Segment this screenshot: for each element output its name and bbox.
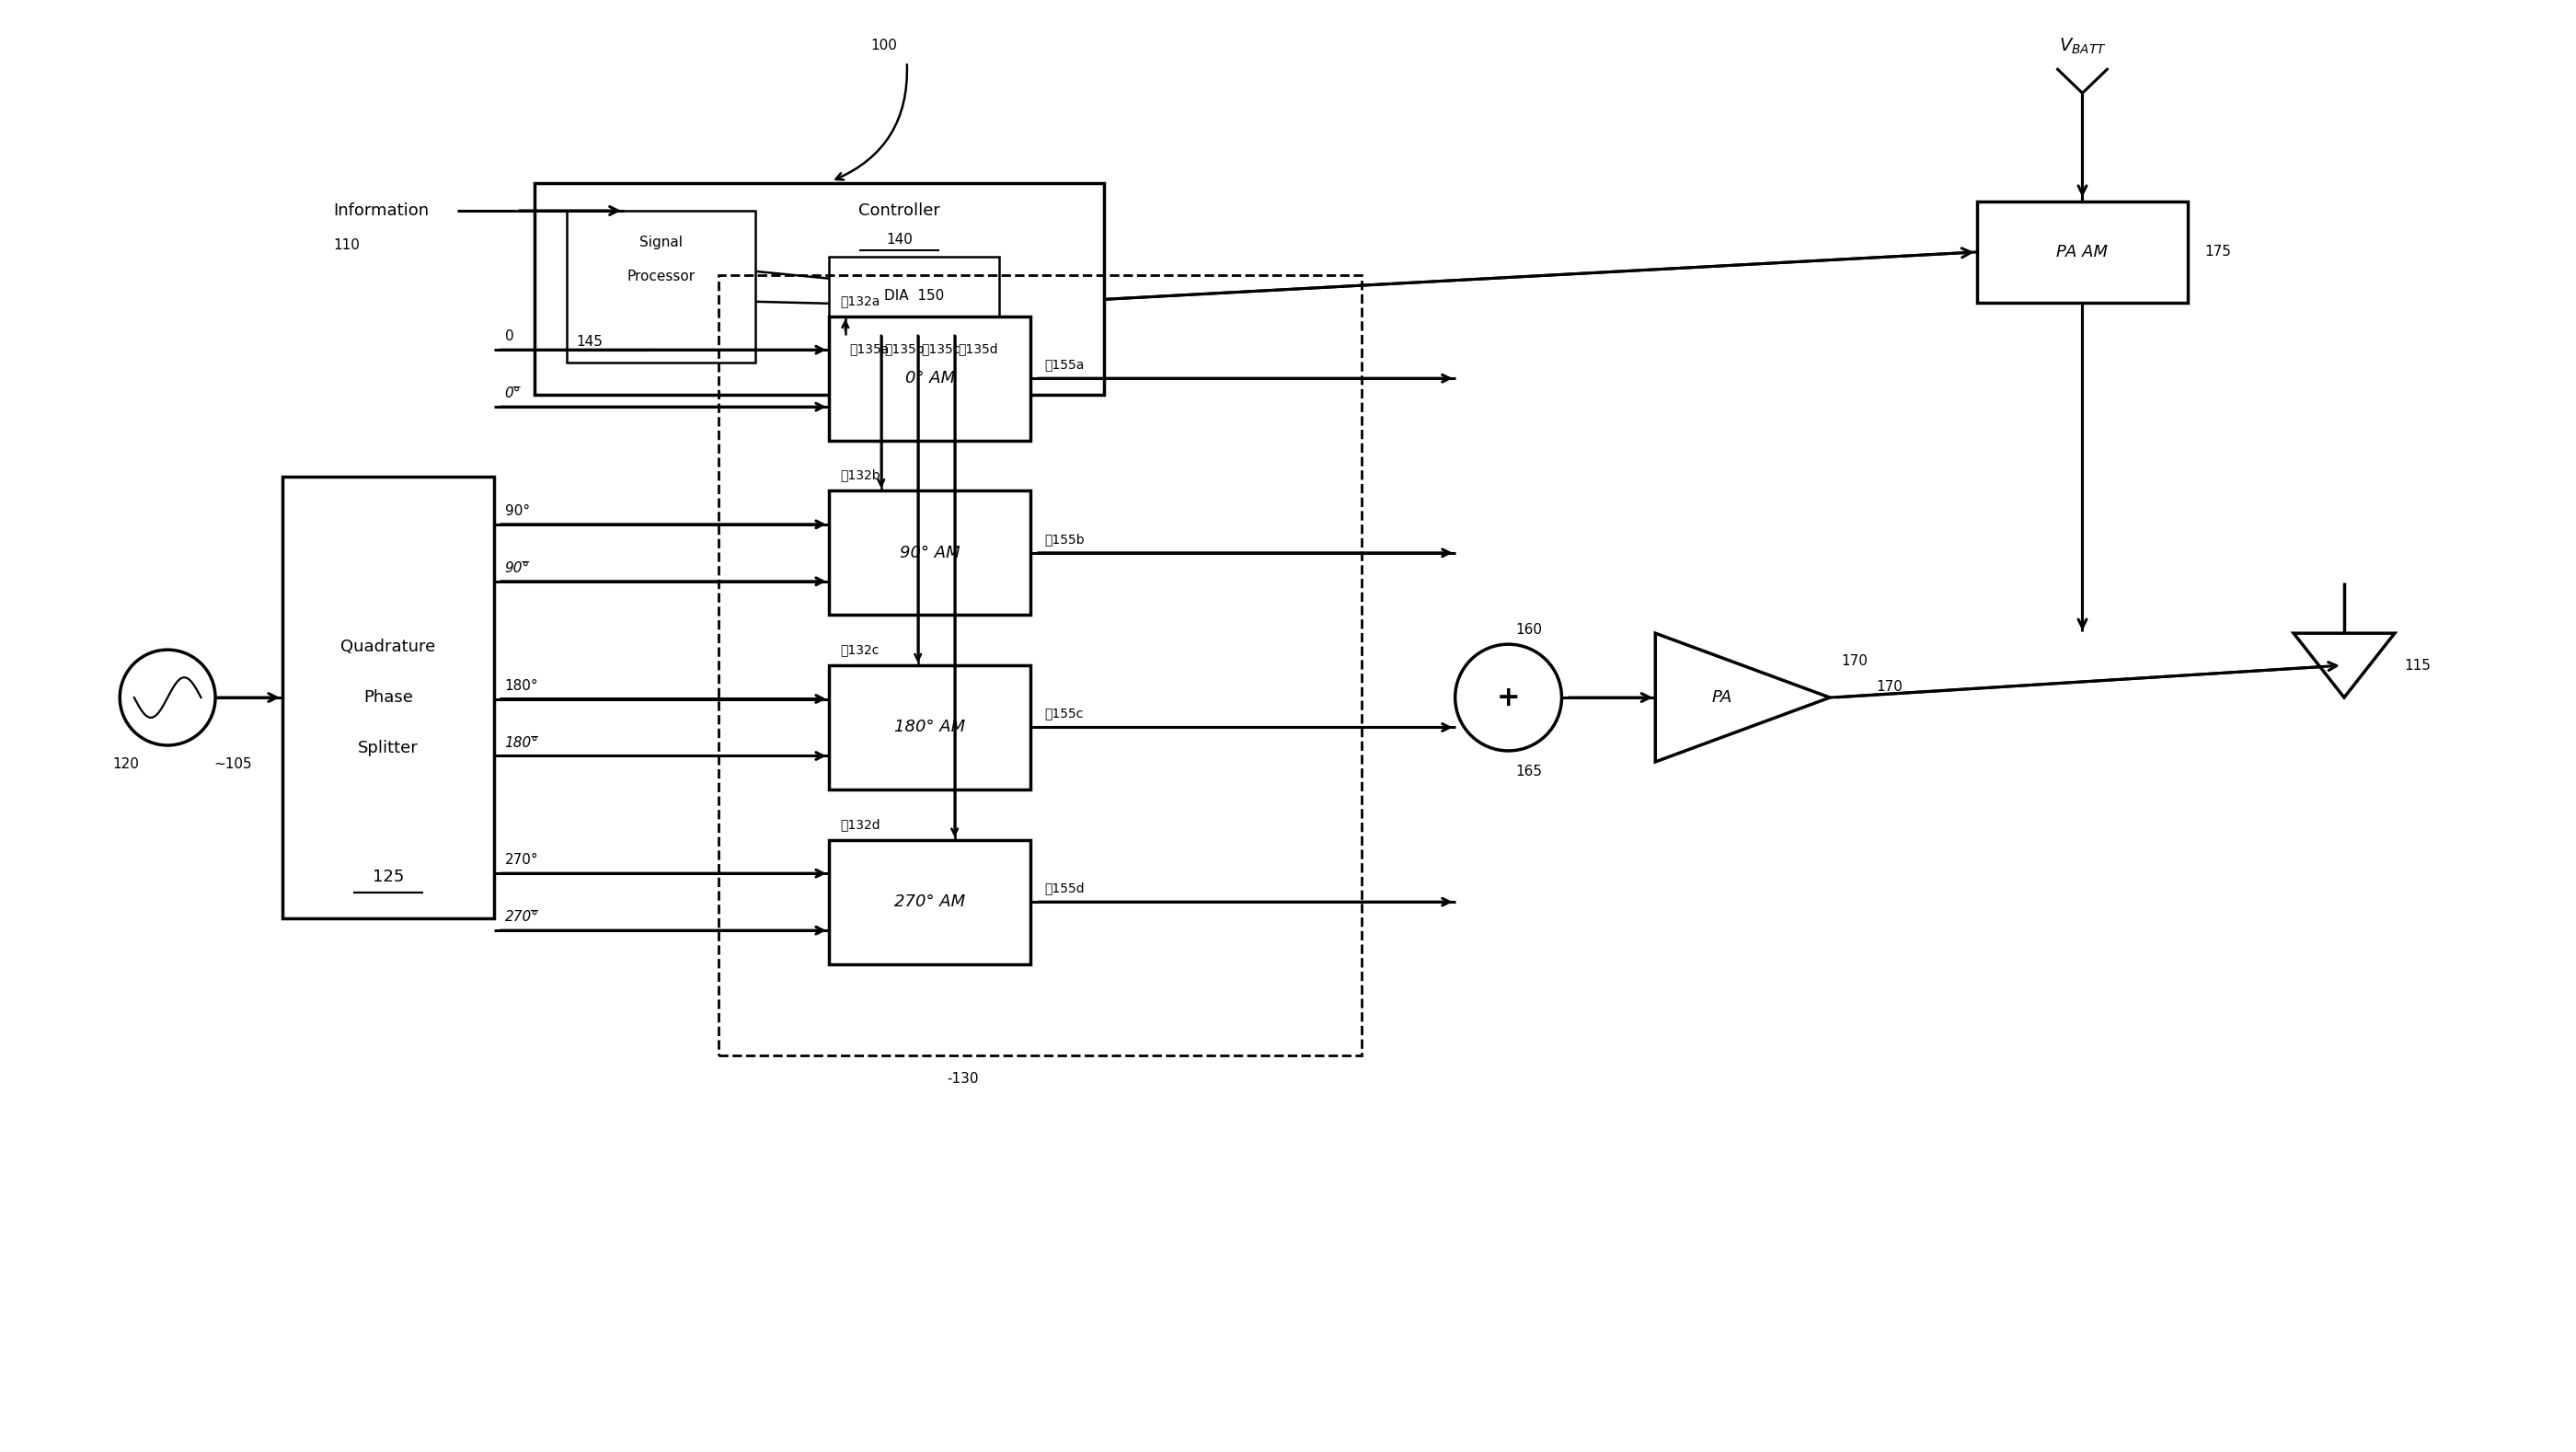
Text: Quadrature: Quadrature <box>340 639 435 655</box>
Text: Signal: Signal <box>639 237 683 250</box>
Text: 170: 170 <box>1875 680 1901 694</box>
Bar <box>283 478 495 918</box>
Text: Controller: Controller <box>858 202 940 219</box>
Bar <box>1976 202 2187 302</box>
Text: 100: 100 <box>871 38 896 52</box>
Text: 180°̅: 180°̅ <box>505 736 538 749</box>
Text: Splitter: Splitter <box>358 739 417 756</box>
Text: 0: 0 <box>505 330 513 343</box>
Text: 160: 160 <box>1515 623 1543 637</box>
Bar <box>829 491 1030 614</box>
Text: 120: 120 <box>113 758 139 771</box>
Polygon shape <box>2293 633 2396 697</box>
Text: 0°̅: 0°̅ <box>505 386 520 401</box>
Bar <box>829 665 1030 790</box>
Text: $V_{BATT}$: $V_{BATT}$ <box>2058 36 2107 57</box>
Text: PA: PA <box>1710 690 1731 706</box>
Text: 125: 125 <box>371 868 404 884</box>
Text: 90°̅: 90°̅ <box>505 560 531 575</box>
Text: ⮩135b: ⮩135b <box>884 343 925 354</box>
Text: 175: 175 <box>2205 245 2231 258</box>
Bar <box>719 274 1363 1056</box>
Text: ⮩132a: ⮩132a <box>840 295 881 308</box>
Text: ⮩132d: ⮩132d <box>840 817 881 831</box>
Bar <box>829 257 999 335</box>
Bar <box>829 839 1030 964</box>
Text: 0° AM: 0° AM <box>904 370 956 386</box>
Text: 165: 165 <box>1515 765 1543 778</box>
Text: DIA  150: DIA 150 <box>884 289 943 302</box>
Text: 270°̅: 270°̅ <box>505 910 538 923</box>
Text: Processor: Processor <box>626 270 696 283</box>
Text: +: + <box>1497 684 1520 711</box>
Text: ⮩155a: ⮩155a <box>1046 359 1084 372</box>
Text: 145: 145 <box>577 335 603 348</box>
Text: ⮩155c: ⮩155c <box>1046 707 1084 720</box>
Text: ⮩132c: ⮩132c <box>840 643 878 656</box>
Text: 90°: 90° <box>505 504 531 518</box>
Text: ⮩155b: ⮩155b <box>1046 533 1084 546</box>
Text: PA AM: PA AM <box>2056 244 2107 260</box>
Text: ~105: ~105 <box>214 758 252 771</box>
Text: 180°: 180° <box>505 678 538 693</box>
Text: 180° AM: 180° AM <box>894 719 966 736</box>
Text: ⮩155d: ⮩155d <box>1046 881 1084 894</box>
Text: Information: Information <box>332 202 428 219</box>
Text: -130: -130 <box>948 1072 979 1086</box>
Bar <box>829 317 1030 440</box>
Text: 270° AM: 270° AM <box>894 893 966 910</box>
Text: 115: 115 <box>2403 658 2429 672</box>
Text: 90° AM: 90° AM <box>899 544 961 560</box>
Text: 110: 110 <box>332 238 361 253</box>
Text: ⮩135d: ⮩135d <box>958 343 999 354</box>
Text: 170: 170 <box>1842 655 1868 668</box>
Text: ⮩135c: ⮩135c <box>922 343 961 354</box>
Text: 140: 140 <box>886 234 912 247</box>
Text: ⮩135a: ⮩135a <box>850 343 889 354</box>
Text: 270°: 270° <box>505 854 538 867</box>
Circle shape <box>121 649 216 745</box>
Polygon shape <box>1656 633 1829 762</box>
Bar <box>567 211 755 362</box>
Text: Phase: Phase <box>363 690 412 706</box>
Circle shape <box>1455 645 1561 751</box>
Bar <box>536 183 1105 395</box>
Text: ⮩132b: ⮩132b <box>840 469 881 482</box>
